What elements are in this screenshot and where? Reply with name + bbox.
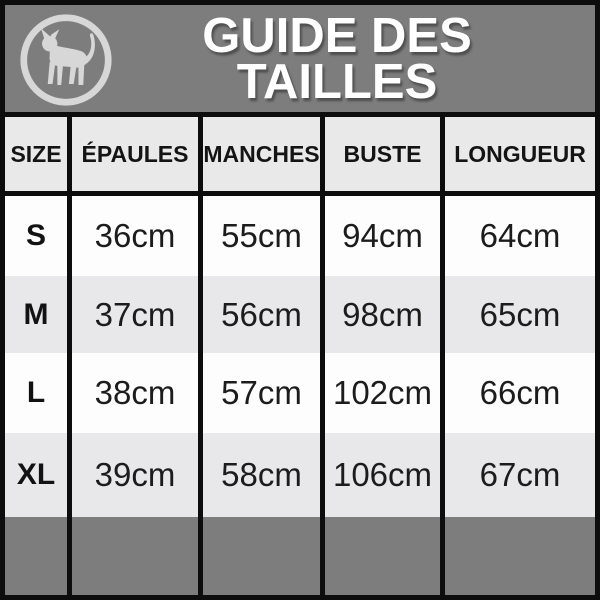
table-cell-size-s: S [5, 196, 72, 276]
page-title-line2: TAILLES [236, 54, 438, 109]
cat-logo-icon [20, 14, 112, 106]
table-cell-longueur-xl: 67cm [445, 433, 595, 517]
table-cell-manches-s: 55cm [203, 196, 325, 276]
table-cell-longueur-s: 64cm [445, 196, 595, 276]
column-header-manches: MANCHES [203, 117, 325, 196]
table-cell-buste-l: 102cm [325, 353, 445, 433]
table-cell-epaules-l: 38cm [72, 353, 203, 433]
column-header-buste: BUSTE [325, 117, 445, 196]
footer-spacer [5, 517, 72, 595]
table-cell-epaules-xl: 39cm [72, 433, 203, 517]
footer-spacer [325, 517, 445, 595]
footer-spacer [72, 517, 203, 595]
column-header-longueur: LONGUEUR [445, 117, 595, 196]
header: GUIDE DES TAILLES [5, 5, 595, 112]
table-cell-epaules-m: 37cm [72, 276, 203, 353]
table-cell-manches-l: 57cm [203, 353, 325, 433]
column-header-size: SIZE [5, 117, 72, 196]
table-cell-manches-m: 56cm [203, 276, 325, 353]
footer-spacer [203, 517, 325, 595]
footer-spacer [445, 517, 595, 595]
table-cell-buste-xl: 106cm [325, 433, 445, 517]
page-title-line1: GUIDE DES [202, 8, 472, 63]
table-cell-epaules-s: 36cm [72, 196, 203, 276]
table-cell-longueur-l: 66cm [445, 353, 595, 433]
table-cell-longueur-m: 65cm [445, 276, 595, 353]
table-cell-manches-xl: 58cm [203, 433, 325, 517]
column-header-epaules: ÉPAULES [72, 117, 203, 196]
page-title: GUIDE DES TAILLES [97, 8, 577, 109]
size-table: SIZE ÉPAULES MANCHES BUSTE LONGUEUR S 36… [5, 112, 595, 595]
table-cell-buste-m: 98cm [325, 276, 445, 353]
brand-logo [18, 12, 114, 108]
table-cell-size-l: L [5, 353, 72, 433]
table-cell-size-m: M [5, 276, 72, 353]
table-cell-buste-s: 94cm [325, 196, 445, 276]
table-cell-size-xl: XL [5, 433, 72, 517]
